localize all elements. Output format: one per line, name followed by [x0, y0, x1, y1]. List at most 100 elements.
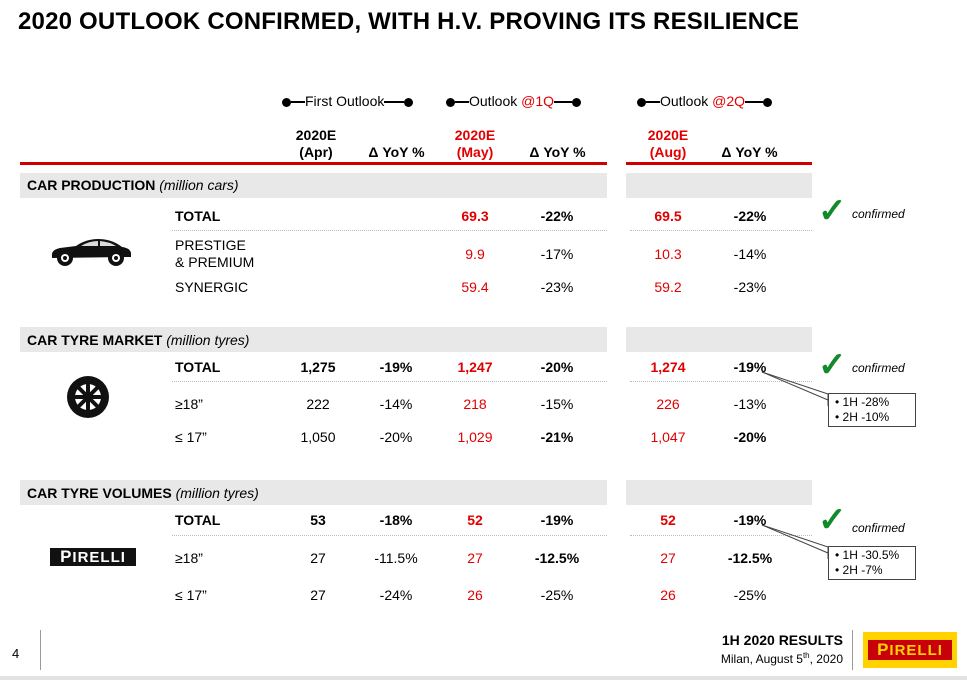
cell-value: -20%	[540, 359, 574, 375]
cell-value: 218	[463, 396, 487, 412]
cell-value: 27	[660, 550, 676, 566]
callout-pointer	[761, 371, 829, 406]
cell-value: -13%	[733, 396, 767, 412]
callout-box-tyre-volumes: • 1H -30.5% • 2H -7%	[828, 546, 916, 580]
cell-value: 1,050	[300, 429, 336, 445]
column-header-yoy-2: Δ YoY %	[529, 144, 586, 160]
row-separator	[630, 535, 812, 536]
column-header-apr: 2020E (Apr)	[295, 127, 337, 160]
checkmark-icon: ✓	[818, 346, 847, 384]
row-separator	[630, 230, 812, 231]
row-label-tyre-market-18: ≥18”	[175, 396, 203, 412]
cell-value: 27	[310, 587, 326, 603]
tyre-icon	[67, 376, 109, 418]
cell-value: -14%	[733, 246, 767, 262]
column-header-yoy-1: Δ YoY %	[368, 144, 425, 160]
cell-value: 59.2	[654, 279, 682, 295]
footer-divider-right	[852, 630, 853, 670]
cell-value: -22%	[733, 208, 767, 224]
section-title-car-tyre-market: CAR TYRE MARKET (million tyres)	[27, 332, 250, 348]
section-band-car-tyre-volumes	[20, 480, 607, 505]
car-icon	[51, 239, 131, 266]
cell-value: -23%	[540, 279, 574, 295]
checkmark-icon: ✓	[818, 192, 847, 230]
status-confirmed: confirmed	[852, 361, 905, 375]
cell-value: -12.5%	[727, 550, 773, 566]
cell-value: -22%	[540, 208, 574, 224]
row-separator	[172, 230, 607, 231]
cell-value: 26	[467, 587, 483, 603]
column-header-yoy-3: Δ YoY %	[721, 144, 778, 160]
row-separator	[172, 535, 607, 536]
cell-value: 52	[467, 512, 483, 528]
footer-divider	[40, 630, 41, 670]
row-label-tyre-market-17: ≤ 17”	[175, 429, 207, 445]
page-number: 4	[12, 646, 20, 661]
section-band-car-production	[20, 173, 607, 198]
row-label-tyre-volumes-18: ≥18”	[175, 550, 203, 566]
checkmark-icon: ✓	[818, 501, 847, 539]
row-label-car-production-total: TOTAL	[175, 208, 221, 224]
cell-value: -21%	[540, 429, 574, 445]
row-separator	[172, 381, 607, 382]
row-label-tyre-market-total: TOTAL	[175, 359, 221, 375]
cell-value: -17%	[540, 246, 574, 262]
cell-value: 52	[660, 512, 676, 528]
cell-value: -19%	[379, 359, 413, 375]
cell-value: 226	[656, 396, 680, 412]
cell-value: 69.3	[461, 208, 489, 224]
cell-value: -24%	[379, 587, 413, 603]
cell-value: 26	[660, 587, 676, 603]
column-header-aug: 2020E (Aug)	[647, 127, 689, 160]
cell-value: 10.3	[654, 246, 682, 262]
outlook-header-2q: Outlook @2Q	[637, 93, 773, 109]
status-confirmed: confirmed	[852, 521, 905, 535]
section-band-car-tyre-market-right	[626, 327, 812, 352]
cell-value: 1,275	[300, 359, 336, 375]
header-rule-right	[626, 162, 812, 165]
cell-value: -20%	[379, 429, 413, 445]
cell-value: 1,274	[650, 359, 686, 375]
cell-value: -12.5%	[534, 550, 580, 566]
outlook-header-1q: Outlook @1Q	[446, 93, 582, 109]
cell-value: -19%	[733, 359, 767, 375]
footer-location-date: Milan, August 5th, 2020	[720, 651, 843, 666]
cell-value: -19%	[733, 512, 767, 528]
cell-value: 1,029	[457, 429, 493, 445]
cell-value: -11.5%	[374, 550, 418, 566]
cell-value: -19%	[540, 512, 574, 528]
section-title-car-tyre-volumes: CAR TYRE VOLUMES (million tyres)	[27, 485, 259, 501]
footer-results-title: 1H 2020 RESULTS	[721, 632, 843, 648]
cell-value: -23%	[733, 279, 767, 295]
row-separator	[630, 381, 812, 382]
cell-value: 1,047	[650, 429, 686, 445]
cell-value: -15%	[540, 396, 574, 412]
cell-value: -25%	[540, 587, 574, 603]
cell-value: 59.4	[461, 279, 489, 295]
row-label-synergic: SYNERGIC	[175, 279, 249, 295]
section-band-car-tyre-volumes-right	[626, 480, 812, 505]
pirelli-logo-icon: PIRELLI	[50, 547, 136, 566]
cell-value: -18%	[379, 512, 413, 528]
status-confirmed: confirmed	[852, 207, 905, 221]
column-header-may: 2020E (May)	[454, 127, 496, 160]
header-rule-left	[20, 162, 607, 165]
cell-value: 9.9	[465, 246, 485, 262]
pirelli-footer-logo: PIRELLI	[863, 632, 957, 668]
callout-box-tyre-market: • 1H -28% • 2H -10%	[828, 393, 916, 427]
cell-value: -14%	[379, 396, 413, 412]
section-band-car-tyre-market	[20, 327, 607, 352]
row-label-tyre-volumes-17: ≤ 17”	[175, 587, 207, 603]
page-title: 2020 OUTLOOK CONFIRMED, WITH H.V. PROVIN…	[18, 8, 800, 35]
callout-pointer	[761, 524, 829, 559]
cell-value: 27	[310, 550, 326, 566]
row-label-prestige-premium: PRESTIGE & PREMIUM	[175, 237, 255, 270]
cell-value: -20%	[733, 429, 767, 445]
footer-bottom-rule	[0, 676, 967, 680]
cell-value: 53	[310, 512, 326, 528]
cell-value: 69.5	[654, 208, 682, 224]
cell-value: -25%	[733, 587, 767, 603]
outlook-header-first: First Outlook	[282, 93, 414, 109]
section-band-car-production-right	[626, 173, 812, 198]
section-title-car-production: CAR PRODUCTION (million cars)	[27, 177, 239, 193]
